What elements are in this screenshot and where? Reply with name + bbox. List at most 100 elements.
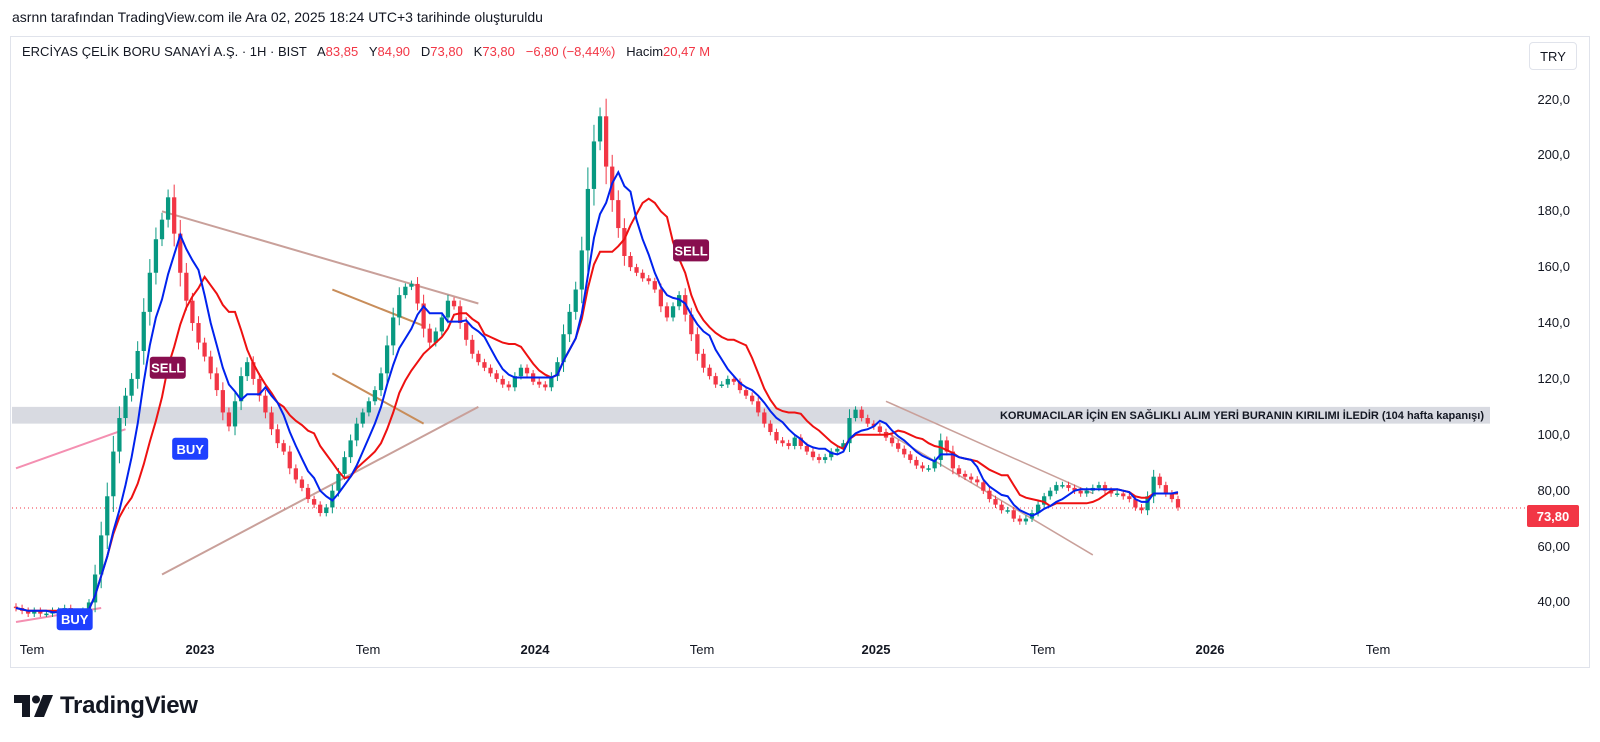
candle-body <box>378 373 384 391</box>
high-value: 84,90 <box>377 44 411 59</box>
candle-body <box>737 381 743 391</box>
candle-body <box>926 468 931 470</box>
indicator-lines <box>15 169 1179 614</box>
candle-body <box>494 373 499 379</box>
candle-body <box>342 457 347 474</box>
candle-body <box>670 306 676 318</box>
candle-body <box>695 334 700 354</box>
y-tick-label: 180,0 <box>1537 203 1570 219</box>
candle-body <box>372 390 378 402</box>
candle-body <box>1011 510 1016 519</box>
candle-body <box>774 432 779 441</box>
zone-text: KORUMACILAR İÇİN EN SAĞLIKLI ALIM YERİ B… <box>1000 409 1484 422</box>
candle-body <box>816 457 822 460</box>
candle-body <box>1121 493 1126 497</box>
candle-body <box>1017 518 1022 522</box>
candle-body <box>847 418 852 444</box>
candle-body <box>792 437 797 446</box>
candle-body <box>1023 518 1029 522</box>
x-tick-label: Tem <box>689 642 715 657</box>
candle-body <box>1054 485 1059 491</box>
candle-body <box>962 473 968 477</box>
candle-body <box>743 390 749 396</box>
currency-button[interactable]: TRY <box>1529 42 1577 70</box>
y-tick-label: 80,00 <box>1537 482 1570 498</box>
candle-body <box>153 239 159 273</box>
candle-body <box>208 356 213 374</box>
candle-body <box>409 283 414 287</box>
candle-body <box>780 440 785 444</box>
candle-body <box>938 440 943 460</box>
candle-body <box>1005 510 1010 512</box>
candle-body <box>877 426 883 433</box>
candle-body <box>1048 490 1053 497</box>
candle-body <box>677 295 682 307</box>
support-zone: KORUMACILAR İÇİN EN SAĞLIKLI ALIM YERİ B… <box>12 406 1490 424</box>
candle-body <box>354 423 359 441</box>
signal-tag-text: BUY <box>61 612 89 627</box>
candle-body <box>391 317 396 346</box>
candle-body <box>305 487 311 500</box>
volume-label: Hacim <box>626 44 664 59</box>
candle-body <box>1042 496 1047 505</box>
volume-value: 20,47 M <box>663 44 711 59</box>
candle-body <box>318 504 323 514</box>
candle-body <box>865 418 870 424</box>
candle-body <box>476 353 481 363</box>
candle-body <box>488 367 493 374</box>
candle-body <box>573 289 578 312</box>
candle-body <box>555 362 560 377</box>
candle-body <box>1139 507 1144 511</box>
candle-body <box>1163 485 1168 494</box>
candle-body <box>86 602 92 611</box>
descending-trendline <box>161 210 479 305</box>
candle-body <box>451 300 457 307</box>
candle-body <box>135 350 140 379</box>
x-tick-label: 2024 <box>520 642 550 657</box>
candle-body <box>433 331 438 343</box>
y-tick-label: 60,00 <box>1537 538 1570 554</box>
candle-body <box>591 141 597 189</box>
candle-body <box>628 255 633 268</box>
candle-body <box>835 448 840 452</box>
candle-body <box>871 423 876 427</box>
candle-body <box>439 317 444 332</box>
candle-body <box>1096 485 1102 488</box>
candle-body <box>1084 490 1089 494</box>
candle-body <box>123 395 128 419</box>
candle-body <box>172 197 177 234</box>
x-tick-label: Tem <box>355 642 381 657</box>
candle-body <box>561 334 566 363</box>
x-tick-label: Tem <box>1030 642 1056 657</box>
candle-body <box>622 228 627 256</box>
candle-body <box>1169 493 1175 500</box>
candle-body <box>238 376 244 402</box>
candle-body <box>366 401 371 413</box>
signal-tag-text: BUY <box>176 442 204 457</box>
candle-body <box>397 295 402 318</box>
candle-body <box>652 281 657 290</box>
candle-body <box>567 311 572 335</box>
chart-frame <box>10 36 1590 668</box>
candle-body <box>245 362 250 377</box>
channel-lower <box>331 372 425 425</box>
candle-body <box>1133 499 1138 508</box>
candle-body <box>518 367 524 377</box>
candle-body <box>1145 496 1150 511</box>
candle-body <box>823 457 828 460</box>
candle-body <box>32 610 37 614</box>
candle-body <box>756 401 761 413</box>
candle-body <box>1157 476 1162 486</box>
candle-body <box>92 574 98 603</box>
tradingview-logo[interactable]: TradingView <box>14 692 198 720</box>
candle-body <box>269 412 274 430</box>
candle-body <box>457 306 463 324</box>
candle-body <box>348 440 353 458</box>
candle-body <box>470 339 475 354</box>
candle-body <box>506 384 511 388</box>
signal-tags: SELL BUY SELL BUY <box>56 239 710 631</box>
symbol-legend[interactable]: ERCİYAS ÇELİK BORU SANAYİ A.Ş. · 1H · BI… <box>22 44 710 59</box>
open-label: A <box>317 44 326 59</box>
candle-body <box>1108 490 1114 494</box>
